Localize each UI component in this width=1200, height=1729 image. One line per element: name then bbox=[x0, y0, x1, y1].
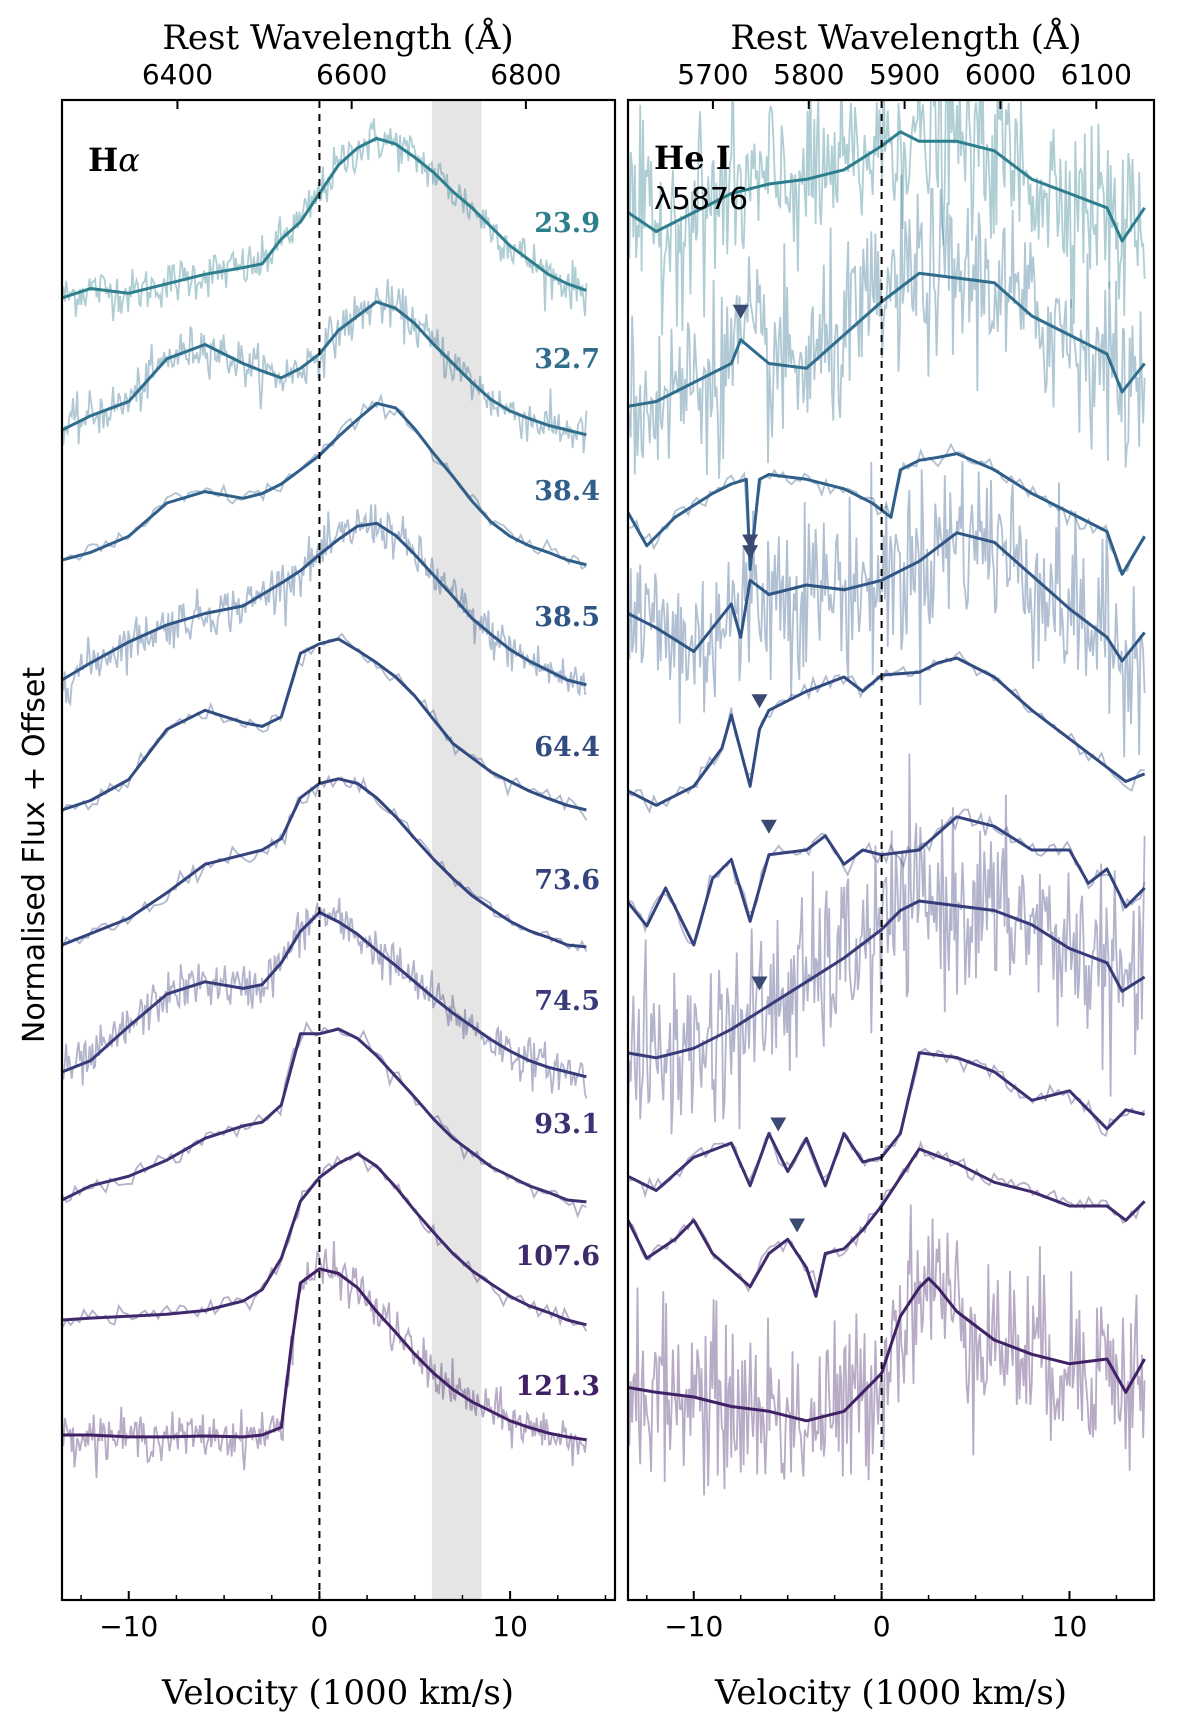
right-binned-spectrum-107.6 bbox=[628, 1147, 1146, 1298]
epoch-label-38.4: 38.4 bbox=[534, 476, 600, 507]
right-xtick-label: −10 bbox=[664, 1610, 723, 1643]
epoch-label-93.1: 93.1 bbox=[534, 1109, 600, 1140]
left-epoch-labels: 23.9 32.7 38.4 38.5 64.4 73.6 74.5 93.1 107.6 121… bbox=[515, 208, 600, 1402]
right-raw-spectrum-74.5 bbox=[628, 753, 1146, 1135]
right-markers bbox=[732, 304, 806, 1233]
right-raw-spectrum-38.5 bbox=[628, 461, 1146, 758]
absorption-marker-74.5 bbox=[751, 976, 768, 991]
right-binned-spectrum-74.5 bbox=[628, 899, 1146, 1060]
left-binned-spectrum-73.6 bbox=[62, 777, 587, 949]
right-xtick-label: 10 bbox=[1052, 1610, 1088, 1643]
left-top-tick-label: 6400 bbox=[142, 58, 213, 91]
left-binned-spectrum-64.4 bbox=[62, 637, 587, 812]
left-series-group bbox=[62, 118, 588, 1479]
right-binned-spectrum-73.6 bbox=[628, 815, 1146, 947]
left-top-axis-title: Rest Wavelength (Å) bbox=[162, 17, 513, 58]
left-binned-spectrum-32.7 bbox=[62, 300, 587, 437]
left-top-tick-label: 6800 bbox=[490, 58, 561, 91]
right-raw-spectrum-107.6 bbox=[628, 1139, 1146, 1293]
absorption-marker-93.1 bbox=[770, 1117, 787, 1132]
left-xtick-label: 10 bbox=[492, 1610, 528, 1643]
right-raw-spectrum-32.7 bbox=[628, 174, 1146, 479]
left-panel-label-bold: H bbox=[88, 141, 118, 179]
right-binned-spectrum-38.4 bbox=[628, 452, 1146, 576]
left-panel-label-alpha: α bbox=[118, 141, 140, 179]
absorption-marker-38.5 bbox=[742, 545, 759, 560]
left-shaded-band bbox=[431, 101, 482, 1599]
right-binned-spectrum-121.3 bbox=[628, 1276, 1146, 1423]
right-top-tick-label: 6100 bbox=[1061, 58, 1132, 91]
right-panel-label-line1: He I bbox=[654, 139, 731, 177]
left-binned-spectrum-74.5 bbox=[62, 910, 587, 1079]
left-binned-spectrum-38.4 bbox=[62, 401, 587, 567]
right-raw-spectrum-121.3 bbox=[628, 1204, 1146, 1496]
left-top-ticks: 6400 6600 6800 bbox=[142, 58, 562, 109]
left-binned-spectrum-121.3 bbox=[62, 1267, 587, 1442]
left-top-tick-label: 6600 bbox=[316, 58, 387, 91]
absorption-marker-38.4 bbox=[742, 534, 759, 549]
right-axes-frame bbox=[626, 98, 1156, 1602]
epoch-label-64.4: 64.4 bbox=[534, 732, 600, 763]
right-series-group bbox=[628, 100, 1146, 1496]
right-top-ticks: 5700 5800 5900 6000 6100 bbox=[677, 58, 1132, 109]
left-binned-spectrum-38.5 bbox=[62, 521, 587, 687]
epoch-label-23.9: 23.9 bbox=[534, 208, 600, 239]
right-top-tick-label: 5900 bbox=[869, 58, 940, 91]
right-top-tick-label: 6000 bbox=[965, 58, 1036, 91]
right-raw-spectrum-93.1 bbox=[628, 1047, 1146, 1199]
epoch-label-73.6: 73.6 bbox=[534, 865, 600, 896]
left-raw-spectrum-23.9 bbox=[62, 118, 588, 322]
absorption-marker-64.4 bbox=[751, 694, 768, 709]
epoch-label-32.7: 32.7 bbox=[534, 344, 600, 375]
right-xtick-label: 0 bbox=[873, 1610, 891, 1643]
epoch-label-121.3: 121.3 bbox=[515, 1371, 600, 1402]
right-panel-label-line2: λ5876 bbox=[654, 182, 748, 217]
right-top-axis-title: Rest Wavelength (Å) bbox=[730, 17, 1081, 58]
left-axes-frame bbox=[60, 98, 617, 1602]
absorption-marker-73.6 bbox=[760, 819, 777, 834]
right-binned-spectrum-23.9 bbox=[628, 130, 1146, 243]
left-raw-spectrum-38.4 bbox=[62, 392, 587, 571]
left-raw-spectrum-93.1 bbox=[62, 1021, 587, 1219]
right-top-tick-label: 5700 bbox=[677, 58, 748, 91]
left-xtick-label: −10 bbox=[99, 1610, 158, 1643]
epoch-label-107.6: 107.6 bbox=[515, 1241, 600, 1272]
left-binned-spectrum-23.9 bbox=[62, 136, 587, 300]
left-binned-spectrum-107.6 bbox=[62, 1152, 587, 1327]
left-binned-spectrum-93.1 bbox=[62, 1027, 587, 1204]
left-raw-spectrum-64.4 bbox=[62, 632, 588, 821]
y-axis-label: Normalised Flux + Offset bbox=[17, 667, 52, 1043]
right-binned-spectrum-64.4 bbox=[628, 656, 1146, 807]
left-x-axis-label: Velocity (1000 km/s) bbox=[161, 1673, 514, 1713]
absorption-marker-107.6 bbox=[789, 1218, 806, 1233]
right-binned-spectrum-38.5 bbox=[628, 531, 1146, 663]
right-x-axis-label: Velocity (1000 km/s) bbox=[714, 1673, 1067, 1713]
left-panel-label: Hα bbox=[88, 141, 140, 179]
left-panel: 23.9 32.7 38.4 38.5 64.4 73.6 74.5 93.1 107.6 121… bbox=[60, 17, 617, 1713]
epoch-label-74.5: 74.5 bbox=[534, 986, 600, 1017]
left-raw-spectrum-121.3 bbox=[62, 1240, 588, 1479]
left-xtick-label: 0 bbox=[311, 1610, 329, 1643]
right-binned-spectrum-93.1 bbox=[628, 1051, 1145, 1192]
left-raw-spectrum-32.7 bbox=[62, 278, 588, 454]
left-raw-spectrum-74.5 bbox=[62, 897, 588, 1099]
left-raw-spectrum-73.6 bbox=[62, 774, 588, 952]
absorption-marker-32.7 bbox=[732, 304, 749, 319]
left-xticks: −10 0 10 bbox=[80, 1591, 607, 1643]
right-xticks: −10 0 10 bbox=[646, 1591, 1118, 1643]
epoch-label-38.5: 38.5 bbox=[534, 602, 600, 633]
right-panel: −10 0 10 5700 5800 5900 6000 6100 Rest Wavelen… bbox=[626, 17, 1156, 1713]
right-top-tick-label: 5800 bbox=[773, 58, 844, 91]
